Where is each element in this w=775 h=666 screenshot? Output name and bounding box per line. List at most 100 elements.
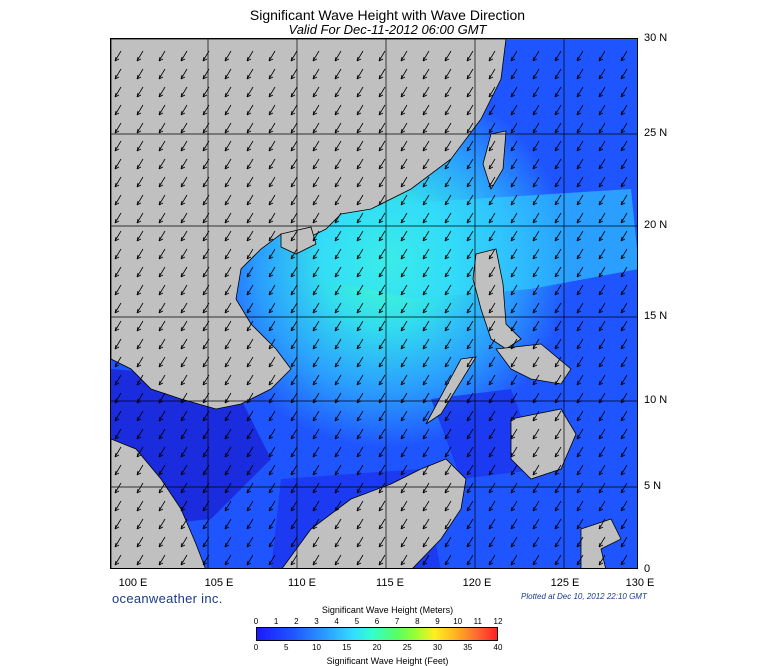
wave-arrow bbox=[378, 86, 386, 98]
wave-arrow bbox=[136, 410, 144, 422]
wave-arrow bbox=[268, 68, 276, 80]
wave-arrow bbox=[114, 158, 122, 170]
wave-arrow bbox=[466, 320, 474, 332]
wave-arrow bbox=[378, 212, 386, 224]
wave-arrow bbox=[114, 428, 122, 440]
wave-arrow bbox=[620, 266, 628, 278]
wave-arrow bbox=[466, 428, 474, 440]
wave-arrow bbox=[554, 68, 562, 80]
wave-arrow bbox=[290, 266, 298, 278]
wave-arrow bbox=[422, 248, 430, 260]
wave-height-map bbox=[110, 38, 638, 569]
wave-arrow bbox=[554, 392, 562, 404]
wave-arrow bbox=[180, 518, 188, 530]
wave-arrow bbox=[114, 500, 122, 512]
wave-arrow bbox=[576, 554, 584, 566]
wave-arrow bbox=[334, 320, 342, 332]
wave-arrow bbox=[400, 194, 408, 206]
wave-arrow bbox=[554, 302, 562, 314]
wave-arrow bbox=[114, 338, 122, 350]
wave-arrow bbox=[400, 68, 408, 80]
wave-arrow bbox=[620, 536, 628, 548]
wave-arrow bbox=[268, 338, 276, 350]
wave-arrow bbox=[488, 356, 496, 368]
wave-arrow bbox=[158, 410, 166, 422]
wave-arrow bbox=[422, 302, 430, 314]
wave-arrow bbox=[334, 158, 342, 170]
wave-arrow bbox=[290, 68, 298, 80]
wave-arrow bbox=[246, 50, 254, 62]
wave-arrow bbox=[444, 428, 452, 440]
wave-arrow bbox=[444, 176, 452, 188]
wave-arrow bbox=[378, 140, 386, 152]
wave-arrow bbox=[532, 428, 540, 440]
wave-arrow bbox=[180, 86, 188, 98]
wave-arrow bbox=[598, 554, 606, 566]
wave-arrow bbox=[444, 392, 452, 404]
wave-arrow bbox=[378, 122, 386, 134]
wave-arrow bbox=[356, 320, 364, 332]
wave-arrow bbox=[620, 194, 628, 206]
wave-arrow bbox=[158, 230, 166, 242]
wave-arrow bbox=[180, 68, 188, 80]
wave-arrow bbox=[202, 500, 210, 512]
wave-arrow bbox=[114, 302, 122, 314]
wave-arrow bbox=[136, 392, 144, 404]
wave-arrow bbox=[620, 284, 628, 296]
colorbar-feet-tick: 35 bbox=[463, 643, 473, 652]
wave-arrow bbox=[378, 266, 386, 278]
wave-arrow bbox=[466, 554, 474, 566]
wave-arrow bbox=[290, 518, 298, 530]
wave-arrow bbox=[136, 212, 144, 224]
wave-arrow bbox=[576, 302, 584, 314]
wave-arrow bbox=[576, 518, 584, 530]
wave-arrow bbox=[334, 338, 342, 350]
wave-arrow bbox=[114, 50, 122, 62]
wave-arrow bbox=[334, 518, 342, 530]
wave-arrow bbox=[158, 104, 166, 116]
wave-arrow bbox=[202, 140, 210, 152]
wave-arrow bbox=[356, 266, 364, 278]
wave-arrow bbox=[334, 302, 342, 314]
wave-arrow bbox=[202, 518, 210, 530]
wave-arrow bbox=[488, 338, 496, 350]
wave-arrow bbox=[136, 500, 144, 512]
wave-arrow bbox=[224, 266, 232, 278]
wave-arrow bbox=[466, 230, 474, 242]
wave-arrow bbox=[158, 248, 166, 260]
wave-arrow bbox=[202, 104, 210, 116]
wave-arrow bbox=[136, 374, 144, 386]
wave-arrow bbox=[158, 158, 166, 170]
wave-arrow bbox=[466, 464, 474, 476]
wave-arrow bbox=[312, 356, 320, 368]
wave-arrow bbox=[400, 518, 408, 530]
wave-arrow bbox=[268, 122, 276, 134]
wave-arrow bbox=[400, 158, 408, 170]
wave-arrow bbox=[488, 302, 496, 314]
wave-arrow bbox=[136, 446, 144, 458]
wave-arrow bbox=[268, 50, 276, 62]
wave-arrow bbox=[532, 356, 540, 368]
wave-arrow bbox=[290, 482, 298, 494]
wave-arrow bbox=[136, 482, 144, 494]
wave-arrow bbox=[136, 230, 144, 242]
colorbar-feet-tick: 40 bbox=[493, 643, 503, 652]
wave-arrow bbox=[180, 356, 188, 368]
wave-arrow bbox=[444, 158, 452, 170]
wave-arrow bbox=[202, 50, 210, 62]
wave-arrow bbox=[554, 86, 562, 98]
wave-arrow bbox=[312, 500, 320, 512]
wave-arrow bbox=[246, 464, 254, 476]
wave-arrow bbox=[510, 410, 518, 422]
wave-arrow bbox=[378, 104, 386, 116]
wave-arrow bbox=[334, 194, 342, 206]
wave-arrow bbox=[620, 86, 628, 98]
wave-arrow bbox=[246, 446, 254, 458]
wave-arrow bbox=[356, 50, 364, 62]
wave-arrow bbox=[290, 248, 298, 260]
wave-arrow bbox=[114, 320, 122, 332]
wave-arrow bbox=[554, 248, 562, 260]
wave-arrow bbox=[554, 554, 562, 566]
wave-arrow bbox=[576, 446, 584, 458]
wave-arrow bbox=[202, 212, 210, 224]
